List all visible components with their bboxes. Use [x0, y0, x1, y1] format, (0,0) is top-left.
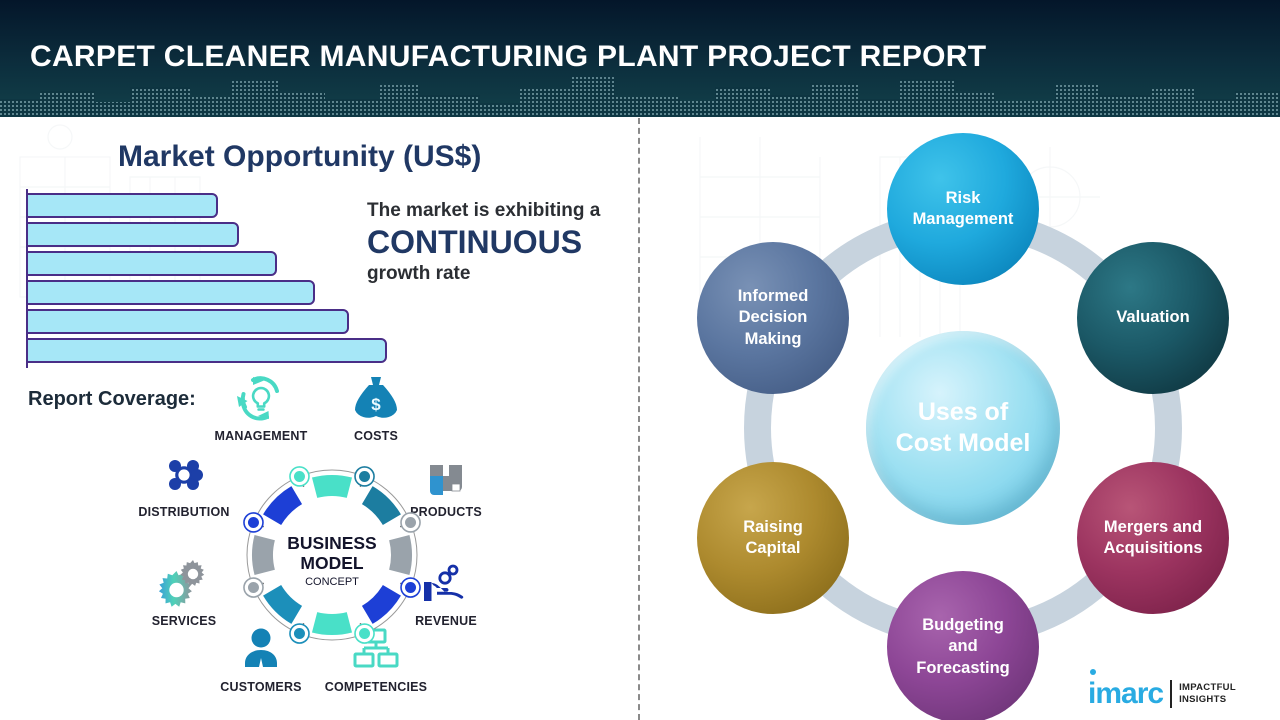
- svg-text:CONCEPT: CONCEPT: [305, 576, 359, 588]
- svg-text:MODEL: MODEL: [300, 553, 364, 573]
- svg-text:$: $: [371, 395, 381, 414]
- svg-text:BUSINESS: BUSINESS: [287, 533, 376, 553]
